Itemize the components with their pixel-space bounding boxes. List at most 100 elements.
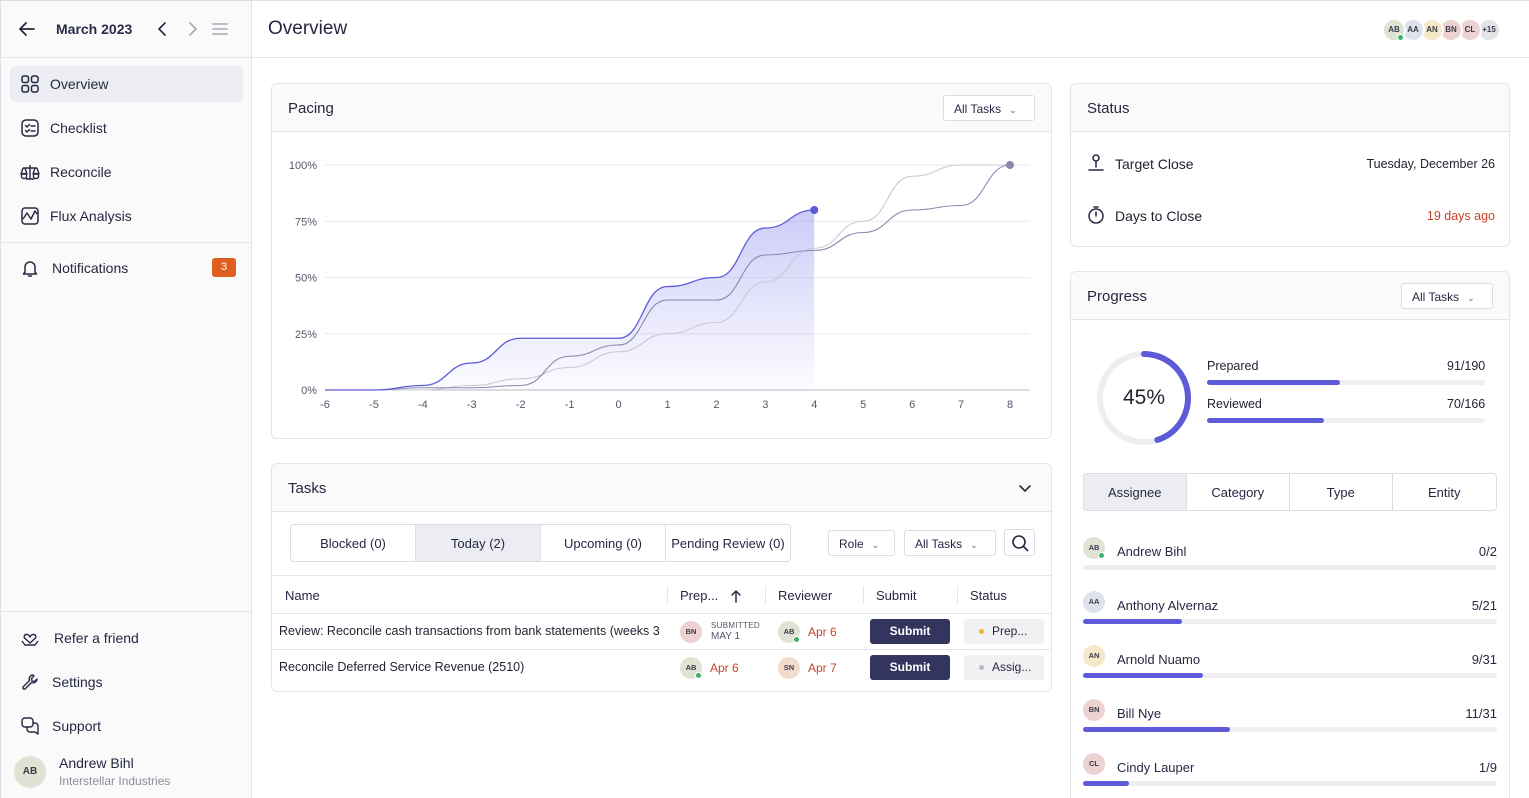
progress-tabs: Assignee Category Type Entity bbox=[1083, 473, 1497, 511]
sidebar-item-checklist[interactable]: Checklist bbox=[10, 110, 243, 146]
submit-button[interactable]: Submit bbox=[870, 619, 950, 644]
role-filter-dropdown[interactable]: Role ⌄ bbox=[828, 530, 895, 556]
y-tick-label: 75% bbox=[295, 216, 317, 228]
days-to-close-value: 19 days ago bbox=[1426, 209, 1495, 223]
review-due-date: Apr 7 bbox=[808, 661, 837, 675]
scale-icon bbox=[20, 165, 40, 180]
assignee-bar-fill bbox=[1083, 781, 1129, 786]
avatar: AN bbox=[1420, 18, 1444, 42]
sidebar-item-label: Refer a friend bbox=[54, 630, 139, 646]
online-dot bbox=[1397, 34, 1404, 41]
pacing-card: Pacing All Tasks ⌄ 0% 25% 50% 75% 100% -6 -5 -4 -… bbox=[271, 83, 1052, 439]
tab-entity[interactable]: Entity bbox=[1427, 484, 1461, 500]
tab-pending-review[interactable]: Pending Review (0) bbox=[671, 535, 785, 551]
reviewed-bar bbox=[1207, 418, 1485, 423]
column-divider bbox=[863, 586, 864, 604]
sidebar-item-overview[interactable]: Overview bbox=[10, 66, 243, 102]
status-badge[interactable]: Prep... bbox=[964, 619, 1044, 644]
avatar: BN bbox=[1083, 699, 1105, 721]
sidebar-item-settings[interactable]: Settings bbox=[10, 664, 243, 700]
sidebar-item-reconcile[interactable]: Reconcile bbox=[10, 154, 243, 190]
avatar: AB bbox=[14, 756, 46, 788]
assignee-count: 11/31 bbox=[1465, 706, 1497, 721]
task-name[interactable]: Review: Reconcile cash transactions from… bbox=[279, 624, 660, 638]
pacing-header: Pacing All Tasks ⌄ bbox=[272, 84, 1051, 132]
back-arrow-icon[interactable] bbox=[17, 19, 37, 39]
tab-blocked[interactable]: Blocked (0) bbox=[291, 525, 416, 561]
x-tick-label: 7 bbox=[958, 399, 964, 411]
prepared-value: 91/190 bbox=[1447, 359, 1486, 373]
list-item[interactable]: CL Cindy Lauper 1/9 bbox=[1083, 753, 1497, 793]
column-preparer[interactable]: Prep... bbox=[680, 588, 719, 603]
sidebar-divider bbox=[1, 611, 251, 612]
review-due-date: Apr 6 bbox=[808, 625, 837, 639]
tab-upcoming[interactable]: Upcoming (0) bbox=[541, 525, 666, 561]
days-to-close-label: Days to Close bbox=[1115, 208, 1203, 224]
sidebar-item-support[interactable]: Support bbox=[10, 708, 243, 744]
progress-filter-dropdown[interactable]: All Tasks ⌄ bbox=[1401, 283, 1493, 309]
more-avatars-count: +15 bbox=[1477, 18, 1501, 42]
pacing-chart: 0% 25% 50% 75% 100% -6 -5 -4 -3 -2 -1 0 1 2 3 4 5 6 7 8 bbox=[289, 160, 1030, 411]
chevron-left-icon[interactable] bbox=[155, 20, 171, 38]
submitted-date: MAY 1 bbox=[711, 631, 741, 642]
target-close-label: Target Close bbox=[1115, 156, 1194, 172]
assignee-name: Cindy Lauper bbox=[1117, 760, 1195, 775]
series-line-previous bbox=[324, 164, 1011, 391]
status-label: Assig... bbox=[992, 660, 1032, 674]
chevron-down-icon[interactable] bbox=[1018, 481, 1032, 495]
tab-type[interactable]: Type bbox=[1290, 474, 1393, 510]
x-tick-label: 6 bbox=[909, 399, 915, 411]
column-name[interactable]: Name bbox=[285, 588, 320, 603]
progress-title: Progress bbox=[1087, 288, 1148, 305]
x-tick-label: 5 bbox=[860, 399, 866, 411]
dropdown-label: All Tasks bbox=[1412, 290, 1460, 304]
list-item[interactable]: AN Arnold Nuamo 9/31 bbox=[1083, 645, 1497, 685]
task-filter-dropdown[interactable]: All Tasks ⌄ bbox=[904, 530, 996, 556]
table-row[interactable]: Review: Reconcile cash transactions from… bbox=[272, 613, 1052, 649]
chevron-right-icon[interactable] bbox=[184, 20, 200, 38]
column-divider bbox=[957, 586, 958, 604]
prepared-bar-fill bbox=[1207, 380, 1341, 385]
list-item[interactable]: AB Andrew Bihl 0/2 bbox=[1083, 537, 1497, 577]
x-tick-label: 2 bbox=[713, 399, 719, 411]
x-tick-label: 1 bbox=[664, 399, 670, 411]
menu-icon[interactable] bbox=[211, 21, 229, 37]
tasks-header[interactable]: Tasks bbox=[272, 464, 1051, 512]
avatar: BN bbox=[680, 621, 702, 643]
chart-icon bbox=[21, 207, 39, 225]
x-tick-label: -4 bbox=[418, 399, 428, 411]
current-end-point bbox=[810, 206, 819, 214]
sidebar-item-flux-analysis[interactable]: Flux Analysis bbox=[10, 198, 243, 234]
sort-ascending-icon[interactable] bbox=[730, 589, 742, 603]
search-button[interactable] bbox=[1004, 529, 1035, 556]
status-label: Prep... bbox=[992, 624, 1028, 638]
sidebar-item-refer[interactable]: Refer a friend bbox=[10, 620, 243, 656]
pacing-filter-dropdown[interactable]: All Tasks ⌄ bbox=[943, 95, 1035, 121]
status-badge[interactable]: Assig... bbox=[964, 655, 1044, 680]
assignee-bar-fill bbox=[1083, 673, 1204, 678]
tab-assignee[interactable]: Assignee bbox=[1084, 474, 1187, 510]
submit-button[interactable]: Submit bbox=[870, 655, 950, 680]
assignee-bar bbox=[1083, 619, 1497, 624]
list-item[interactable]: AA Anthony Alvernaz 5/21 bbox=[1083, 591, 1497, 631]
task-name[interactable]: Reconcile Deferred Service Revenue (2510… bbox=[279, 660, 525, 674]
dropdown-label: Role bbox=[839, 537, 864, 551]
tab-today[interactable]: Today (2) bbox=[416, 525, 541, 561]
column-status[interactable]: Status bbox=[970, 588, 1007, 603]
assignee-bar bbox=[1083, 781, 1497, 786]
assignee-name: Andrew Bihl bbox=[1117, 544, 1187, 559]
tasks-card: Tasks Blocked (0) Today (2) Upcoming (0)… bbox=[271, 463, 1052, 692]
page-title: Overview bbox=[268, 18, 348, 39]
column-reviewer[interactable]: Reviewer bbox=[778, 588, 833, 603]
prep-due-date: Apr 6 bbox=[710, 661, 739, 675]
chevron-down-icon: ⌄ bbox=[1009, 105, 1017, 115]
assignee-name: Arnold Nuamo bbox=[1117, 652, 1201, 667]
user-org: Interstellar Industries bbox=[59, 774, 171, 788]
tab-category[interactable]: Category bbox=[1187, 474, 1290, 510]
progress-donut bbox=[1097, 351, 1191, 445]
sidebar-item-notifications[interactable]: Notifications 3 bbox=[10, 250, 243, 286]
table-row[interactable]: Reconcile Deferred Service Revenue (2510… bbox=[272, 649, 1052, 685]
list-item[interactable]: BN Bill Nye 11/31 bbox=[1083, 699, 1497, 739]
status-title: Status bbox=[1087, 100, 1130, 117]
